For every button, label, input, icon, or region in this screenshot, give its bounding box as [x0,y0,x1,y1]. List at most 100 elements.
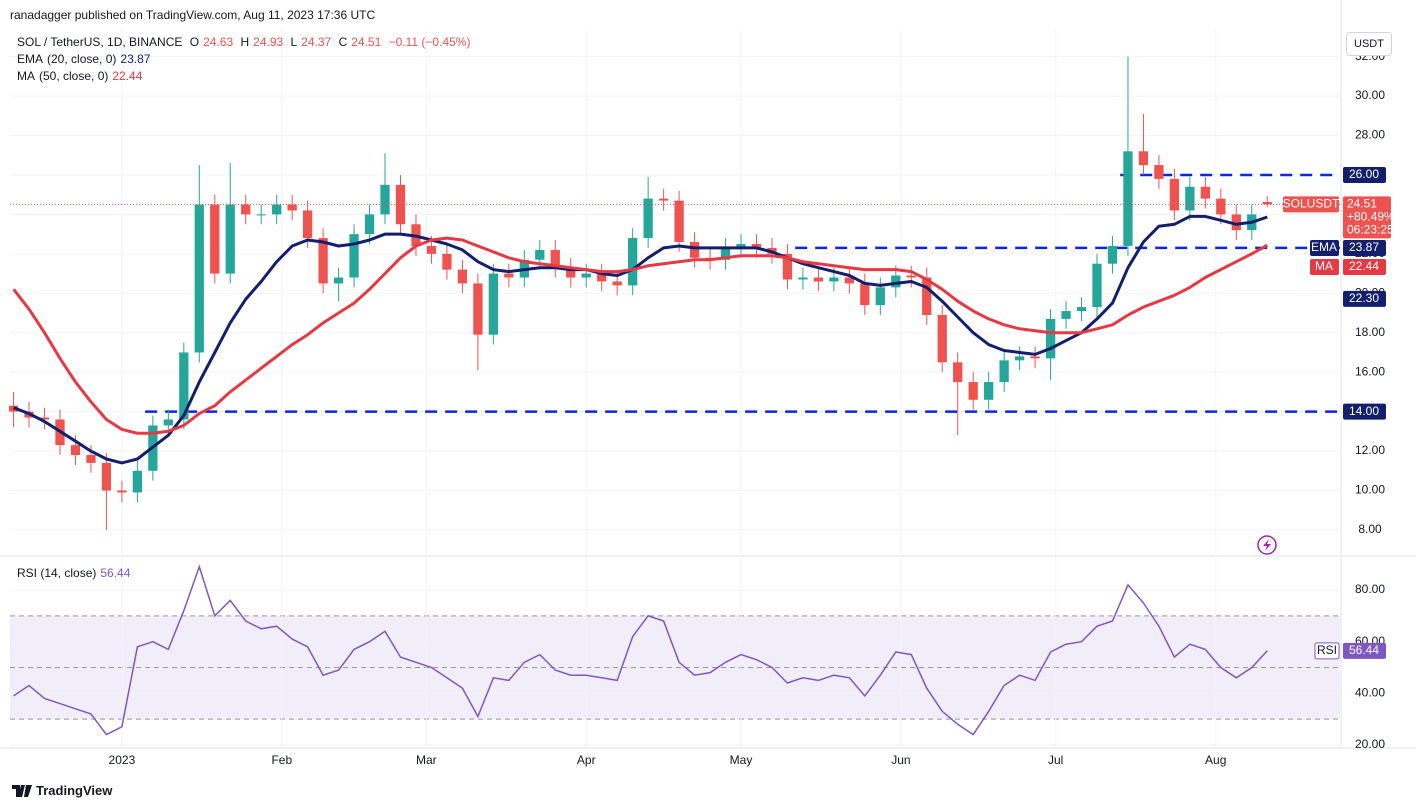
overlay-value-box [1343,259,1386,275]
overlay-value-box [1343,240,1386,256]
price-label: 24.51 [1347,197,1377,211]
candle-body [968,382,978,400]
x-tick-label: Aug [1205,753,1226,767]
y-tick-label: 18.00 [1355,325,1385,339]
candle-body [473,283,483,335]
candle-body [117,490,127,493]
y-tick-label: 28.00 [1355,128,1385,142]
candle-body [194,204,204,353]
candle-body [101,462,112,491]
overlay-tag-box [1310,240,1339,256]
overlay-line [13,214,1268,465]
rsi-value-box [1343,642,1386,659]
symbol-tag-box [1283,196,1339,213]
candle-body [829,277,839,282]
candle-body [1216,198,1226,215]
candle-body [844,277,854,284]
y-tick-label: 30.00 [1355,88,1385,102]
pct-label: +80.49% [1347,210,1395,224]
overlay-value: 22.44 [1349,259,1379,273]
level-label-box [1343,290,1386,307]
candle-body [1030,356,1040,359]
candle-body [210,204,220,274]
countdown-label: 06:23:25 [1347,223,1394,237]
overlay-tag-box [1310,259,1339,275]
y-tick-label: 8.00 [1358,522,1382,536]
candle-body [643,198,653,239]
candle-body [1076,307,1087,312]
candle-body [457,269,468,284]
candle-body [426,245,437,254]
candle-body [612,281,622,286]
level-label-box [1343,166,1386,183]
legend-ema: EMA (20, close, 0) 23.87 [17,52,154,66]
candle-body [225,204,235,274]
candle-body [1262,201,1272,205]
candle-body [782,253,793,280]
o-label: O [189,35,200,49]
ma-name: MA [17,69,35,83]
y-tick-label: 80.00 [1355,582,1385,596]
candle-body [241,204,251,215]
h-value: 24.93 [253,35,284,49]
x-tick-label: Apr [577,753,596,767]
alert-icon [1257,535,1277,555]
candle-body [256,214,266,216]
x-tick-label: Jul [1048,753,1063,767]
o-value: 24.63 [203,35,234,49]
footer: TradingView [12,783,112,798]
rsi-value-label: 56.44 [1349,643,1379,657]
currency-button[interactable]: USDT [1346,32,1392,56]
ma-params: (50, close, 0) [39,69,109,83]
ema-value: 23.87 [120,52,151,66]
candle-body [689,242,700,258]
candle-body [984,382,994,400]
candle-body [751,243,762,248]
y-tick-label: 16.00 [1355,364,1385,378]
publisher: ranadagger published on TradingView.com,… [10,8,376,22]
candle-body [39,417,50,420]
ema-params: (20, close, 0) [47,52,117,66]
candle-body [504,273,514,278]
candle-body [658,198,669,201]
candle-body [349,234,359,278]
c-label: C [338,35,348,49]
candle-body [1169,178,1180,211]
y-tick-label: 20.00 [1355,737,1385,751]
candle-body [535,249,545,260]
candle-body [674,200,684,243]
rsi-value: 56.44 [100,566,131,580]
y-tick-label: 12.00 [1355,443,1385,457]
c-value: 24.51 [351,35,382,49]
candle-body [1138,151,1149,166]
candle-body [813,277,824,282]
price-box [1343,196,1391,239]
level-label: 22.30 [1349,291,1379,305]
overlay-value: 23.87 [1349,240,1379,254]
candle-body [999,360,1009,383]
symbol-tag: SOLUSDT [1283,197,1340,211]
rsi-tag: RSI [1317,643,1337,657]
y-tick-label: 40.00 [1355,685,1385,699]
candle-body [597,273,607,282]
candle-body [86,455,96,463]
candle-body [302,210,313,239]
rsi-line [13,564,1268,736]
rsi-title: RSI (14, close) [17,566,97,580]
candle-body [798,277,808,280]
alert-icon-bolt [1263,539,1271,551]
candle-body [720,247,731,260]
candle-body [442,253,452,270]
candle-body [287,204,297,211]
candle-body [364,214,375,235]
rsi-tag-box [1314,642,1340,660]
candle-body [891,275,901,288]
candle-body [272,204,282,215]
candle-body [1061,311,1071,319]
candle-body [736,243,746,248]
y-tick-label: 10.00 [1355,483,1385,497]
candle-body [953,362,963,383]
candle-body [1200,186,1210,199]
